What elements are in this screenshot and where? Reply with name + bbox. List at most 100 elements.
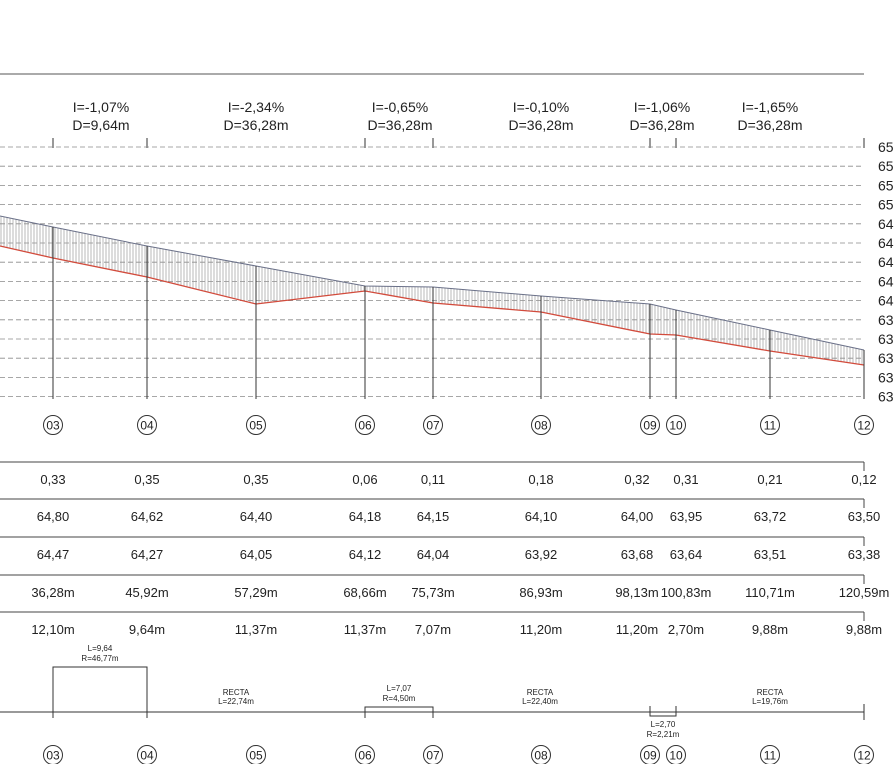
grade-2-d: D=36,28m: [224, 117, 289, 133]
elevation-label: 65: [878, 158, 894, 174]
recta-1-label: RECTA: [223, 688, 250, 697]
station-label: 09: [643, 419, 657, 433]
station-label: 12: [857, 419, 871, 433]
station-circle: [423, 745, 443, 764]
station-circle: [355, 415, 375, 435]
table-cell: 63,38: [848, 547, 881, 562]
elevation-label: 64: [878, 254, 894, 270]
station-marker-03: 03: [43, 745, 63, 764]
station-circle: [43, 415, 63, 435]
table-cell: 63,92: [525, 547, 558, 562]
station-label: 09: [643, 749, 657, 763]
table-cell: 120,59m: [839, 585, 890, 600]
station-label: 10: [669, 749, 683, 763]
table-cell: 86,93m: [519, 585, 562, 600]
elevation-grid: [0, 146, 864, 398]
station-marker-07: 07: [423, 745, 443, 764]
elevation-labels: 65 65 65 65 64 64 64 64 64 63 63 63 63 63: [878, 139, 894, 405]
table-cell: 64,04: [417, 547, 450, 562]
table-cell: 68,66m: [343, 585, 386, 600]
data-table: 0,33 0,35 0,35 0,06 0,11 0,18 0,32 0,31 0,21 0,12…: [0, 461, 890, 637]
station-marker-10: 10: [666, 745, 686, 764]
grade-ticks: [52, 138, 865, 148]
station-marker-05: 05: [246, 415, 266, 435]
station-marker-08: 08: [531, 415, 551, 435]
table-cell: 45,92m: [125, 585, 168, 600]
grade-6-i: I=-1,65%: [742, 99, 798, 115]
station-circle: [137, 415, 157, 435]
station-circle: [640, 745, 660, 764]
station-circle: [640, 415, 660, 435]
table-cell: 12,10m: [31, 622, 74, 637]
table-cell: 110,71m: [745, 585, 795, 600]
table-cell: 100,83m: [661, 585, 712, 600]
table-cell: 98,13m: [615, 585, 658, 600]
table-cell: 64,80: [37, 509, 70, 524]
alignment-diagram: L=9,64 R=46,77m L=7,07 R=4,50m L=2,70 R=…: [0, 644, 865, 739]
recta-2-l: L=22,40m: [522, 697, 558, 706]
station-label: 12: [857, 749, 871, 763]
curve-2-box: [364, 706, 434, 718]
curve-1-l: L=9,64: [88, 644, 113, 653]
elevation-label: 65: [878, 139, 894, 155]
table-cell: 64,40: [240, 509, 273, 524]
grade-5-i: I=-1,06%: [634, 99, 690, 115]
station-label: 07: [426, 749, 440, 763]
grade-3-i: I=-0,65%: [372, 99, 428, 115]
table-cell: 0,35: [134, 472, 159, 487]
station-marker-12: 12: [854, 415, 874, 435]
elevation-label: 64: [878, 293, 894, 309]
table-cell: 64,00: [621, 509, 654, 524]
design-grade-line: [0, 215, 865, 351]
table-cell: 11,20m: [520, 622, 562, 637]
station-label: 05: [249, 749, 263, 763]
station-label: 03: [46, 419, 60, 433]
elevation-label: 65: [878, 197, 894, 213]
table-cell: 9,64m: [129, 622, 165, 637]
elevation-label: 63: [878, 350, 894, 366]
station-circle: [423, 415, 443, 435]
station-label: 06: [358, 749, 372, 763]
table-cell: 75,73m: [411, 585, 454, 600]
table-cell: 63,50: [848, 509, 881, 524]
station-label: 07: [426, 419, 440, 433]
station-label: 08: [534, 419, 548, 433]
station-circle: [666, 745, 686, 764]
station-label: 11: [764, 749, 777, 763]
table-cell: 0,06: [352, 472, 377, 487]
station-marker-06: 06: [355, 415, 375, 435]
curve-3-l: L=2,70: [651, 720, 676, 729]
station-label: 04: [140, 749, 154, 763]
station-markers-top: 03 04 05 06 07 08 09 10 11 12: [43, 415, 874, 435]
elevation-label: 63: [878, 312, 894, 328]
table-cell: 0,18: [528, 472, 553, 487]
table-cell: 63,64: [670, 547, 703, 562]
station-marker-11: 11: [760, 745, 780, 764]
station-circle: [760, 415, 780, 435]
curve-3-r: R=2,21m: [647, 730, 680, 739]
table-cell: 0,33: [40, 472, 65, 487]
table-cell: 2,70m: [668, 622, 704, 637]
table-cell: 63,51: [754, 547, 787, 562]
grade-1-i: I=-1,07%: [73, 99, 129, 115]
station-circle: [531, 415, 551, 435]
table-cell: 63,68: [621, 547, 654, 562]
table-cell: 11,20m: [616, 622, 658, 637]
station-circle: [246, 745, 266, 764]
table-cell: 64,47: [37, 547, 70, 562]
grade-2-i: I=-2,34%: [228, 99, 284, 115]
curve-2-l: L=7,07: [387, 684, 412, 693]
elevation-label: 63: [878, 369, 894, 385]
curve-1-box: [52, 666, 148, 718]
table-cell: 11,37m: [235, 622, 277, 637]
table-cell: 11,37m: [344, 622, 386, 637]
recta-3-l: L=19,76m: [752, 697, 788, 706]
table-cell: 63,72: [754, 509, 787, 524]
table-cell: 0,31: [673, 472, 698, 487]
elevation-label: 64: [878, 216, 894, 232]
station-circle: [854, 745, 874, 764]
elevation-label: 63: [878, 331, 894, 347]
elevation-label: 63: [878, 389, 894, 405]
table-cell: 9,88m: [752, 622, 788, 637]
station-circle: [137, 745, 157, 764]
